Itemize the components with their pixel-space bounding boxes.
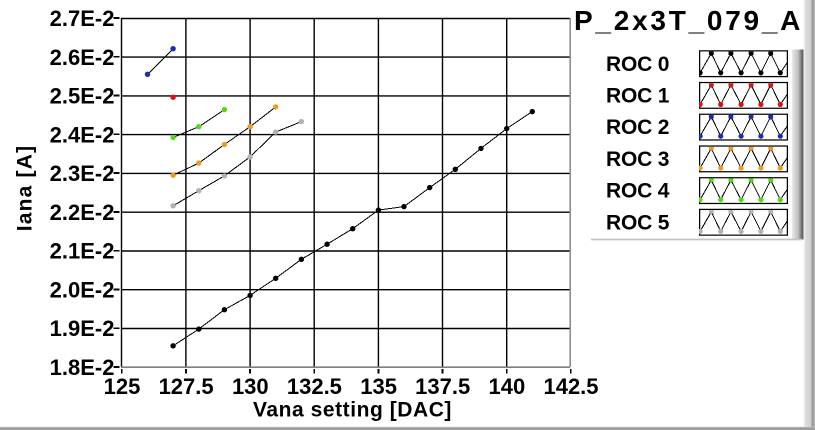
svg-text:2.0E-2: 2.0E-2	[50, 277, 115, 302]
svg-text:1.8E-2: 1.8E-2	[50, 355, 115, 380]
svg-text:137.5: 137.5	[415, 374, 470, 399]
svg-text:2.3E-2: 2.3E-2	[50, 161, 115, 186]
svg-text:2.2E-2: 2.2E-2	[50, 200, 115, 225]
svg-text:P_2x3T_079_A: P_2x3T_079_A	[574, 5, 803, 36]
svg-text:ROC 0: ROC 0	[606, 53, 669, 76]
svg-text:2.1E-2: 2.1E-2	[50, 239, 115, 264]
svg-text:Vana setting [DAC]: Vana setting [DAC]	[253, 399, 452, 422]
svg-text:140: 140	[489, 374, 526, 399]
svg-text:ROC 4: ROC 4	[606, 180, 670, 203]
svg-text:2.5E-2: 2.5E-2	[50, 84, 115, 109]
svg-text:ROC 2: ROC 2	[606, 116, 669, 139]
svg-text:2.7E-2: 2.7E-2	[50, 6, 115, 31]
svg-text:125: 125	[104, 374, 141, 399]
svg-text:132.5: 132.5	[287, 374, 342, 399]
svg-text:ROC 5: ROC 5	[606, 211, 670, 234]
svg-text:ROC 3: ROC 3	[606, 148, 669, 171]
svg-text:1.9E-2: 1.9E-2	[50, 316, 115, 341]
svg-text:ROC 1: ROC 1	[606, 85, 670, 108]
svg-text:130: 130	[232, 374, 269, 399]
svg-text:2.6E-2: 2.6E-2	[50, 45, 115, 70]
svg-text:135: 135	[360, 374, 397, 399]
svg-text:Iana [A]: Iana [A]	[14, 145, 37, 232]
svg-text:142.5: 142.5	[543, 374, 598, 399]
svg-text:2.4E-2: 2.4E-2	[50, 122, 115, 147]
svg-text:127.5: 127.5	[159, 374, 214, 399]
